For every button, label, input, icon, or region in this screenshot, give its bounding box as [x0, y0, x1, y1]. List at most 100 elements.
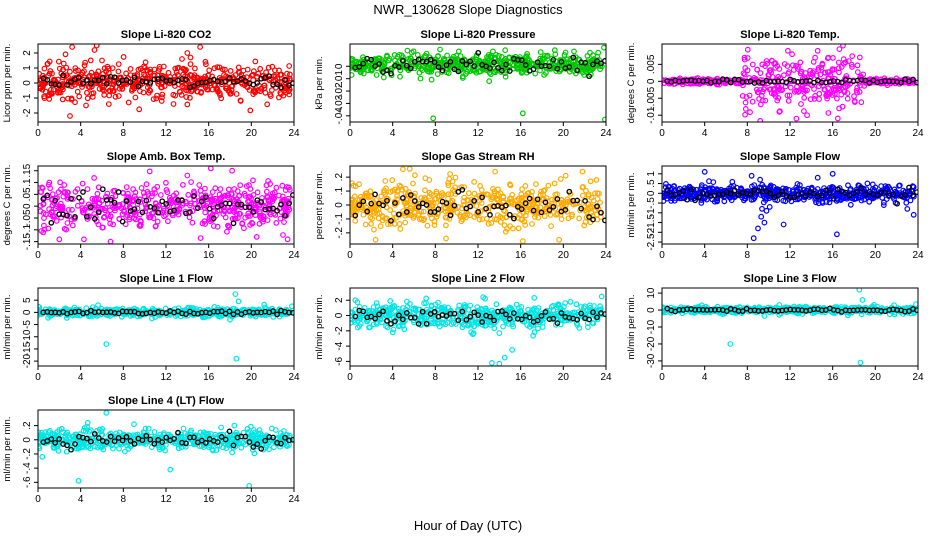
data-point [405, 56, 412, 62]
x-tick-label: 24 [912, 128, 924, 139]
data-point [749, 61, 756, 68]
data-point [285, 184, 292, 191]
data-point [688, 80, 694, 87]
outlier-point [519, 110, 526, 117]
data-point [780, 197, 787, 204]
data-point [404, 191, 411, 198]
data-point [423, 295, 430, 302]
data-point [131, 193, 138, 200]
data-point [65, 95, 71, 102]
data-point [45, 92, 52, 99]
reference-point [767, 190, 774, 197]
data-point [587, 302, 593, 309]
reference-point [206, 205, 213, 212]
data-point [756, 184, 763, 191]
data-point [123, 213, 129, 220]
y-tick-label: -.01 [334, 70, 345, 88]
data-point [428, 215, 435, 222]
data-point [233, 91, 240, 97]
data-point [856, 88, 863, 95]
data-point [823, 198, 830, 205]
reference-point [407, 65, 414, 72]
reference-point [570, 54, 577, 61]
reference-point [151, 205, 158, 211]
data-point [448, 191, 455, 198]
x-tick-label: 4 [702, 250, 708, 261]
data-point [186, 94, 193, 101]
data-point [202, 209, 209, 216]
reference-point [131, 74, 138, 81]
outlier-point [789, 51, 795, 58]
chart-title: Slope Line 2 Flow [432, 273, 525, 285]
data-point [519, 186, 525, 193]
chart-title: Slope Sample Flow [740, 151, 841, 163]
data-point [502, 228, 509, 235]
data-point [55, 58, 62, 65]
reference-point [586, 214, 592, 220]
data-point [592, 190, 598, 197]
data-point [518, 194, 525, 201]
y-tick-label: -1.5 [646, 213, 657, 231]
data-point [492, 216, 498, 223]
data-point [49, 202, 56, 209]
data-point [112, 93, 119, 100]
outlier-point [761, 219, 768, 226]
reference-point [471, 309, 478, 316]
data-point [465, 190, 472, 197]
data-point [410, 305, 417, 312]
reference-point [52, 197, 59, 204]
data-point [452, 174, 459, 181]
reference-point [111, 74, 118, 81]
reference-point [534, 317, 541, 324]
y-tick-label: 0 [22, 80, 33, 86]
x-tick-label: 8 [121, 250, 127, 261]
reference-point [44, 192, 51, 199]
data-point [808, 70, 814, 77]
reference-point [415, 204, 422, 210]
reference-point [775, 192, 782, 199]
data-point [187, 202, 193, 209]
data-point [749, 98, 756, 105]
outlier-point [179, 56, 185, 62]
reference-point [230, 311, 237, 318]
outlier-point [793, 115, 800, 122]
reference-point [723, 77, 730, 83]
reference-point [380, 308, 386, 315]
reference-point [226, 308, 233, 315]
reference-point [368, 200, 375, 207]
data-point [94, 190, 101, 197]
outlier-point [170, 101, 177, 107]
data-point [197, 235, 204, 242]
data-point [522, 182, 529, 189]
outlier-point [748, 172, 755, 179]
data-point [587, 178, 594, 185]
outlier-point [496, 360, 503, 366]
reference-point [518, 316, 525, 323]
reference-point [467, 313, 474, 320]
data-point [423, 50, 430, 57]
data-point [455, 61, 461, 67]
data-point [74, 202, 81, 209]
outlier-point [492, 168, 499, 175]
data-point [854, 89, 860, 96]
data-point [201, 218, 208, 225]
reference-point [594, 58, 600, 64]
data-point [45, 181, 52, 188]
outlier-point [763, 58, 770, 64]
data-point [567, 298, 574, 305]
data-point [284, 70, 290, 77]
reference-point [80, 189, 86, 195]
reference-point [159, 198, 166, 205]
data-point [801, 94, 808, 101]
data-point [165, 69, 172, 76]
data-point [81, 68, 87, 75]
reference-point [202, 194, 209, 200]
outlier-point [284, 236, 291, 243]
data-point [533, 181, 539, 188]
data-point [807, 96, 814, 103]
x-tick-label: 24 [288, 250, 300, 261]
y-tick-label: -10 [22, 329, 33, 344]
data-point [495, 315, 501, 321]
reference-point [487, 65, 493, 72]
